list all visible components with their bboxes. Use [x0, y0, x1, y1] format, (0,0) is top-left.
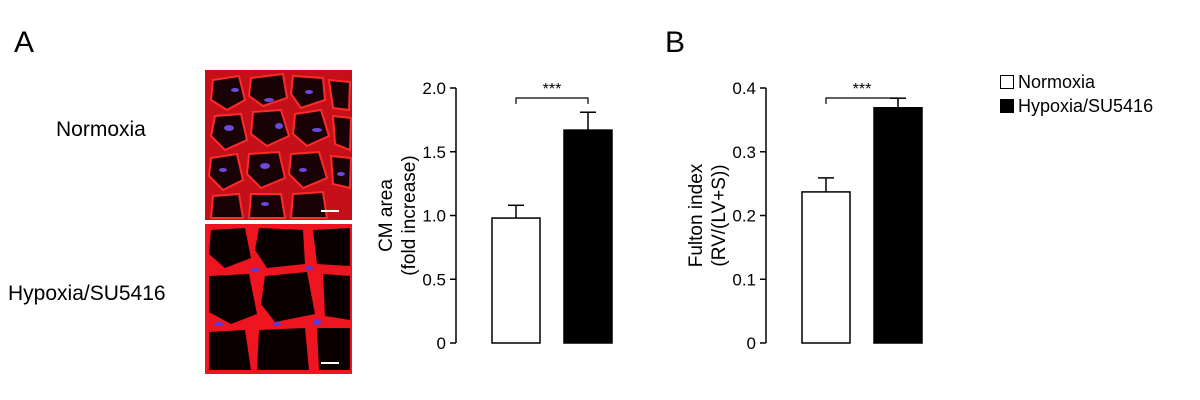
y-axis-label-line: CM area [376, 179, 397, 252]
y-axis-label: Fulton index (RV/(LV+S)) [686, 163, 730, 267]
micrograph-label-normoxia: Normoxia [56, 118, 146, 141]
legend: Normoxia Hypoxia/SU5416 [1000, 70, 1153, 118]
bar-normoxia [801, 191, 851, 344]
micrograph-hypoxia-image [205, 224, 352, 374]
micrograph-normoxia [205, 70, 352, 220]
legend-item-normoxia: Normoxia [1000, 70, 1153, 94]
micrograph-normoxia-image [205, 70, 352, 220]
bar-hypoxia [873, 107, 923, 344]
y-tick-label: 1.5 [422, 143, 446, 162]
legend-label-normoxia: Normoxia [1018, 71, 1096, 92]
y-tick-label: 1.0 [422, 207, 446, 226]
legend-item-hypoxia: Hypoxia/SU5416 [1000, 94, 1153, 118]
y-tick-label: 0.3 [732, 143, 756, 162]
y-tick-label: 0.4 [732, 79, 756, 98]
y-axis-label: CM area (fold increase) [376, 155, 420, 275]
y-tick-label: 2.0 [422, 79, 446, 98]
scale-bar [321, 210, 339, 212]
panel-b-letter: B [665, 26, 686, 59]
y-axis-label-line: Fulton index [686, 163, 707, 267]
bar-normoxia [491, 217, 541, 344]
y-tick-label: 0.1 [732, 270, 756, 289]
y-tick-label: 0 [437, 334, 446, 353]
y-axis-label-line: (RV/(LV+S)) [709, 164, 730, 266]
legend-swatch-hypoxia [1000, 99, 1014, 113]
micrograph-hypoxia [205, 224, 352, 374]
y-axis-label-line: (fold increase) [399, 155, 420, 275]
panel-a-letter: A [14, 26, 35, 59]
y-tick-label: 0.5 [422, 270, 446, 289]
significance-label: *** [853, 81, 872, 98]
chart-cm-area: 0 0.5 1.0 1.5 2.0 CM area (fold increase) *** [376, 79, 613, 353]
bar-hypoxia [563, 129, 613, 344]
significance-bracket [825, 97, 899, 104]
significance-bracket [515, 97, 589, 104]
scale-bar [321, 362, 339, 364]
y-tick-label: 0.2 [732, 207, 756, 226]
y-tick-label: 0 [747, 334, 756, 353]
legend-swatch-normoxia [1000, 75, 1014, 89]
significance-label: *** [543, 81, 562, 98]
legend-label-hypoxia: Hypoxia/SU5416 [1018, 95, 1154, 116]
chart-fulton-index: 0 0.1 0.2 0.3 0.4 Fulton index (RV/(LV+S)) *** [686, 79, 923, 353]
micrograph-label-hypoxia: Hypoxia/SU5416 [8, 282, 166, 305]
